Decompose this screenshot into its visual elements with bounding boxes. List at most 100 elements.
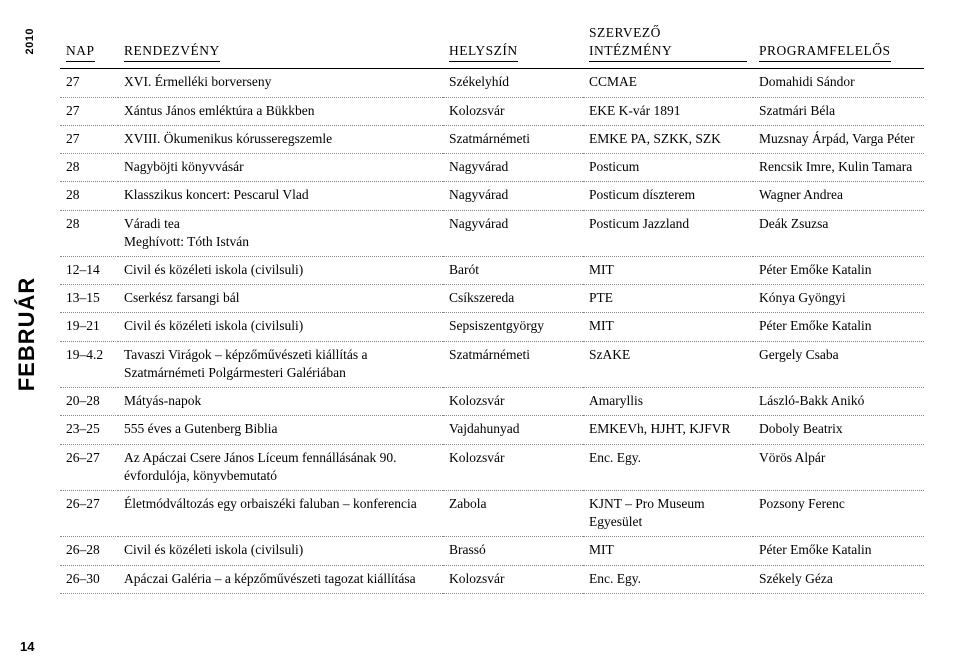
cell-rend: Cserkész farsangi bál [118,285,443,313]
cell-rend: Mátyás-napok [118,388,443,416]
cell-szerv: CCMAE [583,69,753,97]
cell-nap: 19–4.2 [60,341,118,387]
cell-hely: Kolozsvár [443,565,583,593]
cell-nap: 27 [60,97,118,125]
cell-hely: Szatmárnémeti [443,125,583,153]
cell-nap: 28 [60,182,118,210]
cell-nap: 27 [60,125,118,153]
table-row: 12–14Civil és közéleti iskola (civilsuli… [60,256,924,284]
cell-rend: Váradi tea Meghívott: Tóth István [118,210,443,256]
table-row: 23–25555 éves a Gutenberg BibliaVajdahun… [60,416,924,444]
cell-szerv: Posticum díszterem [583,182,753,210]
cell-rend: Xántus János emléktúra a Bükkben [118,97,443,125]
cell-szerv: Enc. Egy. [583,444,753,490]
cell-nap: 12–14 [60,256,118,284]
cell-prog: Szatmári Béla [753,97,924,125]
cell-prog: Kónya Gyöngyi [753,285,924,313]
cell-prog: Domahidi Sándor [753,69,924,97]
cell-rend: Életmódváltozás egy orbaiszéki faluban –… [118,490,443,536]
table-row: 19–4.2Tavaszi Virágok – képzőművészeti k… [60,341,924,387]
sidebar-year: 2010 [24,28,36,54]
table-row: 27XVIII. Ökumenikus kórusseregszemleSzat… [60,125,924,153]
col-header-program: PROGRAMFELELŐS [753,24,924,69]
cell-prog: Gergely Csaba [753,341,924,387]
cell-nap: 20–28 [60,388,118,416]
cell-hely: Kolozsvár [443,97,583,125]
cell-nap: 28 [60,210,118,256]
cell-szerv: MIT [583,537,753,565]
table-row: 13–15Cserkész farsangi bálCsíkszeredaPTE… [60,285,924,313]
cell-hely: Nagyvárad [443,154,583,182]
cell-rend: Nagyböjti könyvvásár [118,154,443,182]
cell-prog: Rencsik Imre, Kulin Tamara [753,154,924,182]
cell-prog: Székely Géza [753,565,924,593]
cell-szerv: KJNT – Pro Museum Egyesület [583,490,753,536]
cell-hely: Csíkszereda [443,285,583,313]
cell-hely: Zabola [443,490,583,536]
cell-prog: Péter Emőke Katalin [753,537,924,565]
cell-nap: 19–21 [60,313,118,341]
cell-rend: Klasszikus koncert: Pescarul Vlad [118,182,443,210]
cell-nap: 26–30 [60,565,118,593]
table-row: 26–30Apáczai Galéria – a képzőművészeti … [60,565,924,593]
table-row: 26–27Életmódváltozás egy orbaiszéki falu… [60,490,924,536]
cell-szerv: SzAKE [583,341,753,387]
table-row: 28Nagyböjti könyvvásárNagyváradPosticumR… [60,154,924,182]
table-row: 27XVI. Érmelléki borversenySzékelyhídCCM… [60,69,924,97]
cell-hely: Nagyvárad [443,210,583,256]
cell-prog: Péter Emőke Katalin [753,256,924,284]
cell-rend: Tavaszi Virágok – képzőművészeti kiállít… [118,341,443,387]
cell-hely: Nagyvárad [443,182,583,210]
cell-prog: Péter Emőke Katalin [753,313,924,341]
cell-rend: Civil és közéleti iskola (civilsuli) [118,256,443,284]
col-header-rendezveny: RENDEZVÉNY [118,24,443,69]
cell-rend: Az Apáczai Csere János Líceum fennállásá… [118,444,443,490]
cell-rend: XVI. Érmelléki borverseny [118,69,443,97]
cell-prog: Pozsony Ferenc [753,490,924,536]
cell-hely: Sepsiszentgyörgy [443,313,583,341]
cell-prog: László-Bakk Anikó [753,388,924,416]
cell-szerv: Posticum [583,154,753,182]
cell-nap: 26–27 [60,490,118,536]
cell-prog: Doboly Beatrix [753,416,924,444]
cell-szerv: Posticum Jazzland [583,210,753,256]
cell-hely: Kolozsvár [443,444,583,490]
col-header-szervezo: SZERVEZŐ INTÉZMÉNY [583,24,753,69]
cell-nap: 26–27 [60,444,118,490]
cell-nap: 26–28 [60,537,118,565]
cell-szerv: EKE K-vár 1891 [583,97,753,125]
cell-nap: 23–25 [60,416,118,444]
cell-hely: Vajdahunyad [443,416,583,444]
cell-prog: Vörös Alpár [753,444,924,490]
cell-hely: Székelyhíd [443,69,583,97]
cell-szerv: EMKE PA, SZKK, SZK [583,125,753,153]
sidebar-month: FEBRUÁR [14,277,40,392]
cell-szerv: MIT [583,256,753,284]
page-number: 14 [20,639,34,654]
cell-szerv: MIT [583,313,753,341]
cell-szerv: Amaryllis [583,388,753,416]
table-row: 28Váradi tea Meghívott: Tóth IstvánNagyv… [60,210,924,256]
cell-rend: Civil és közéleti iskola (civilsuli) [118,537,443,565]
cell-rend: Apáczai Galéria – a képzőművészeti tagoz… [118,565,443,593]
cell-szerv: PTE [583,285,753,313]
table-row: 26–27Az Apáczai Csere János Líceum fenná… [60,444,924,490]
cell-rend: XVIII. Ökumenikus kórusseregszemle [118,125,443,153]
table-row: 20–28Mátyás-napokKolozsvárAmaryllisLászl… [60,388,924,416]
cell-rend: Civil és közéleti iskola (civilsuli) [118,313,443,341]
cell-nap: 13–15 [60,285,118,313]
col-header-helyszin: HELYSZÍN [443,24,583,69]
events-table: NAP RENDEZVÉNY HELYSZÍN SZERVEZŐ INTÉZMÉ… [60,24,924,594]
col-header-nap: NAP [60,24,118,69]
cell-nap: 28 [60,154,118,182]
cell-prog: Muzsnay Árpád, Varga Péter [753,125,924,153]
table-header-row: NAP RENDEZVÉNY HELYSZÍN SZERVEZŐ INTÉZMÉ… [60,24,924,69]
cell-hely: Barót [443,256,583,284]
table-row: 26–28Civil és közéleti iskola (civilsuli… [60,537,924,565]
cell-hely: Brassó [443,537,583,565]
cell-prog: Deák Zsuzsa [753,210,924,256]
table-row: 19–21Civil és közéleti iskola (civilsuli… [60,313,924,341]
cell-prog: Wagner Andrea [753,182,924,210]
cell-szerv: EMKEVh, HJHT, KJFVR [583,416,753,444]
cell-hely: Kolozsvár [443,388,583,416]
